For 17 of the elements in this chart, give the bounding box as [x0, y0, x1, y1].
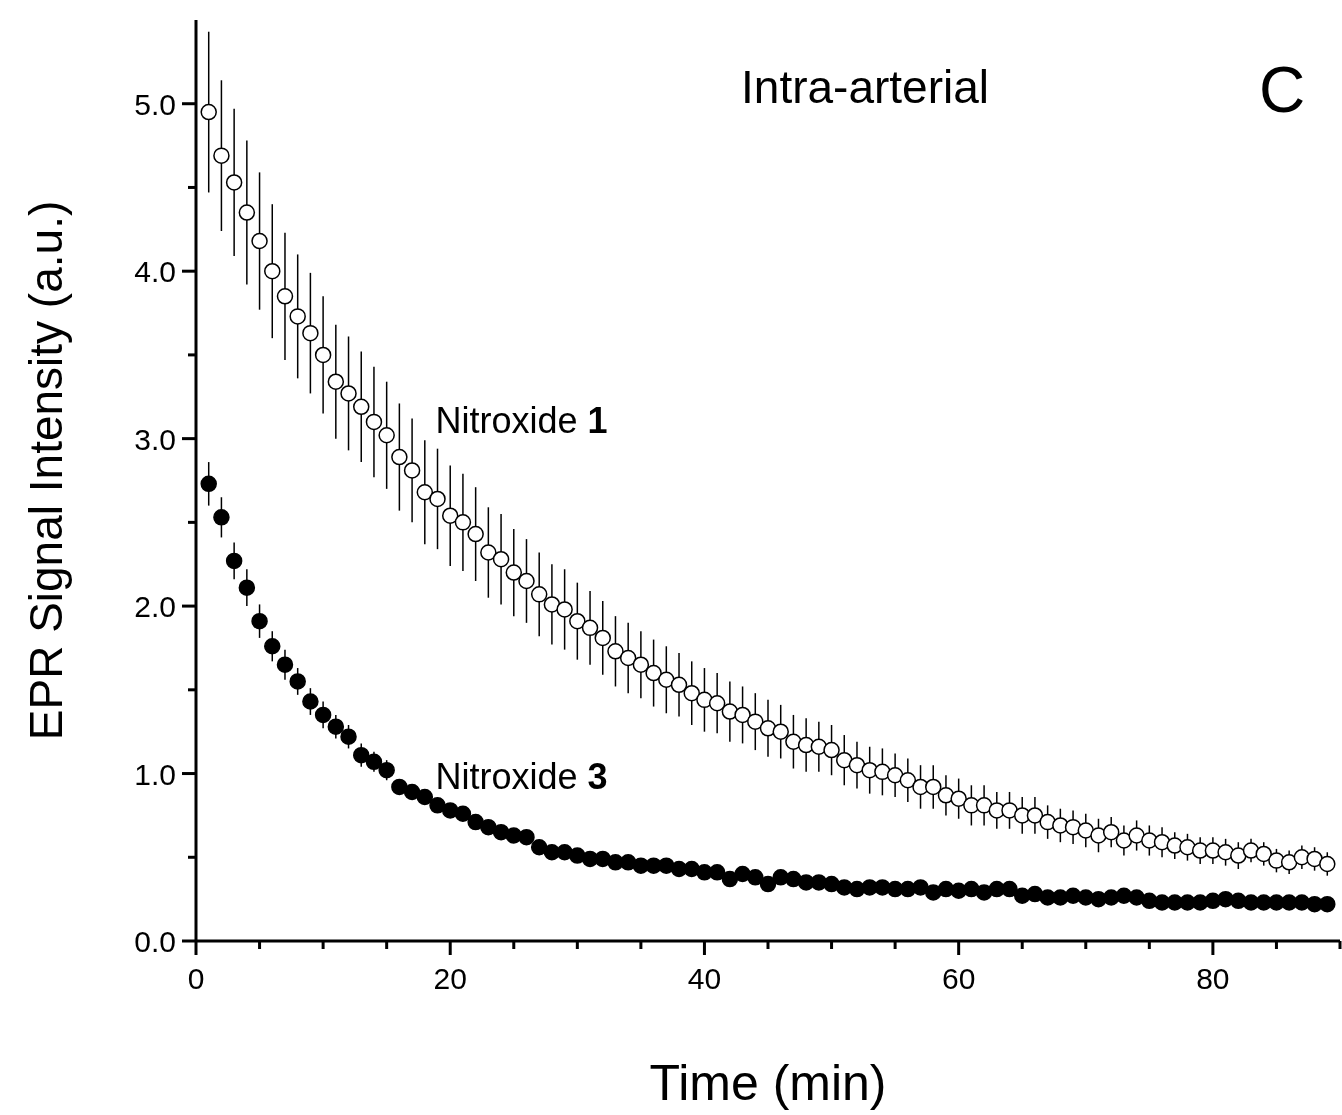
y-tick-label: 2.0 [134, 590, 176, 624]
annotation: C [1258, 54, 1306, 126]
y-tick-label: 1.0 [134, 757, 176, 791]
y-tick-label: 4.0 [134, 255, 176, 289]
y-axis-title: EPR Signal Intensity (a.u.) [20, 200, 72, 741]
y-tick-label: 3.0 [134, 422, 176, 456]
x-tick-label: 80 [1196, 962, 1230, 995]
x-tick-label: 40 [687, 962, 722, 995]
series-label: Nitroxide 3 [435, 756, 608, 798]
y-tick-label: 0.0 [134, 925, 176, 958]
x-axis-title: Time (min) [649, 1055, 887, 1111]
x-tick-label: 60 [941, 962, 976, 995]
x-tick-label: 0 [187, 962, 205, 995]
x-tick-label: 20 [433, 962, 467, 995]
y-tick-label: 5.0 [134, 87, 176, 121]
series-label: Nitroxide 1 [435, 399, 608, 441]
annotation: Intra-arterial [741, 61, 989, 113]
